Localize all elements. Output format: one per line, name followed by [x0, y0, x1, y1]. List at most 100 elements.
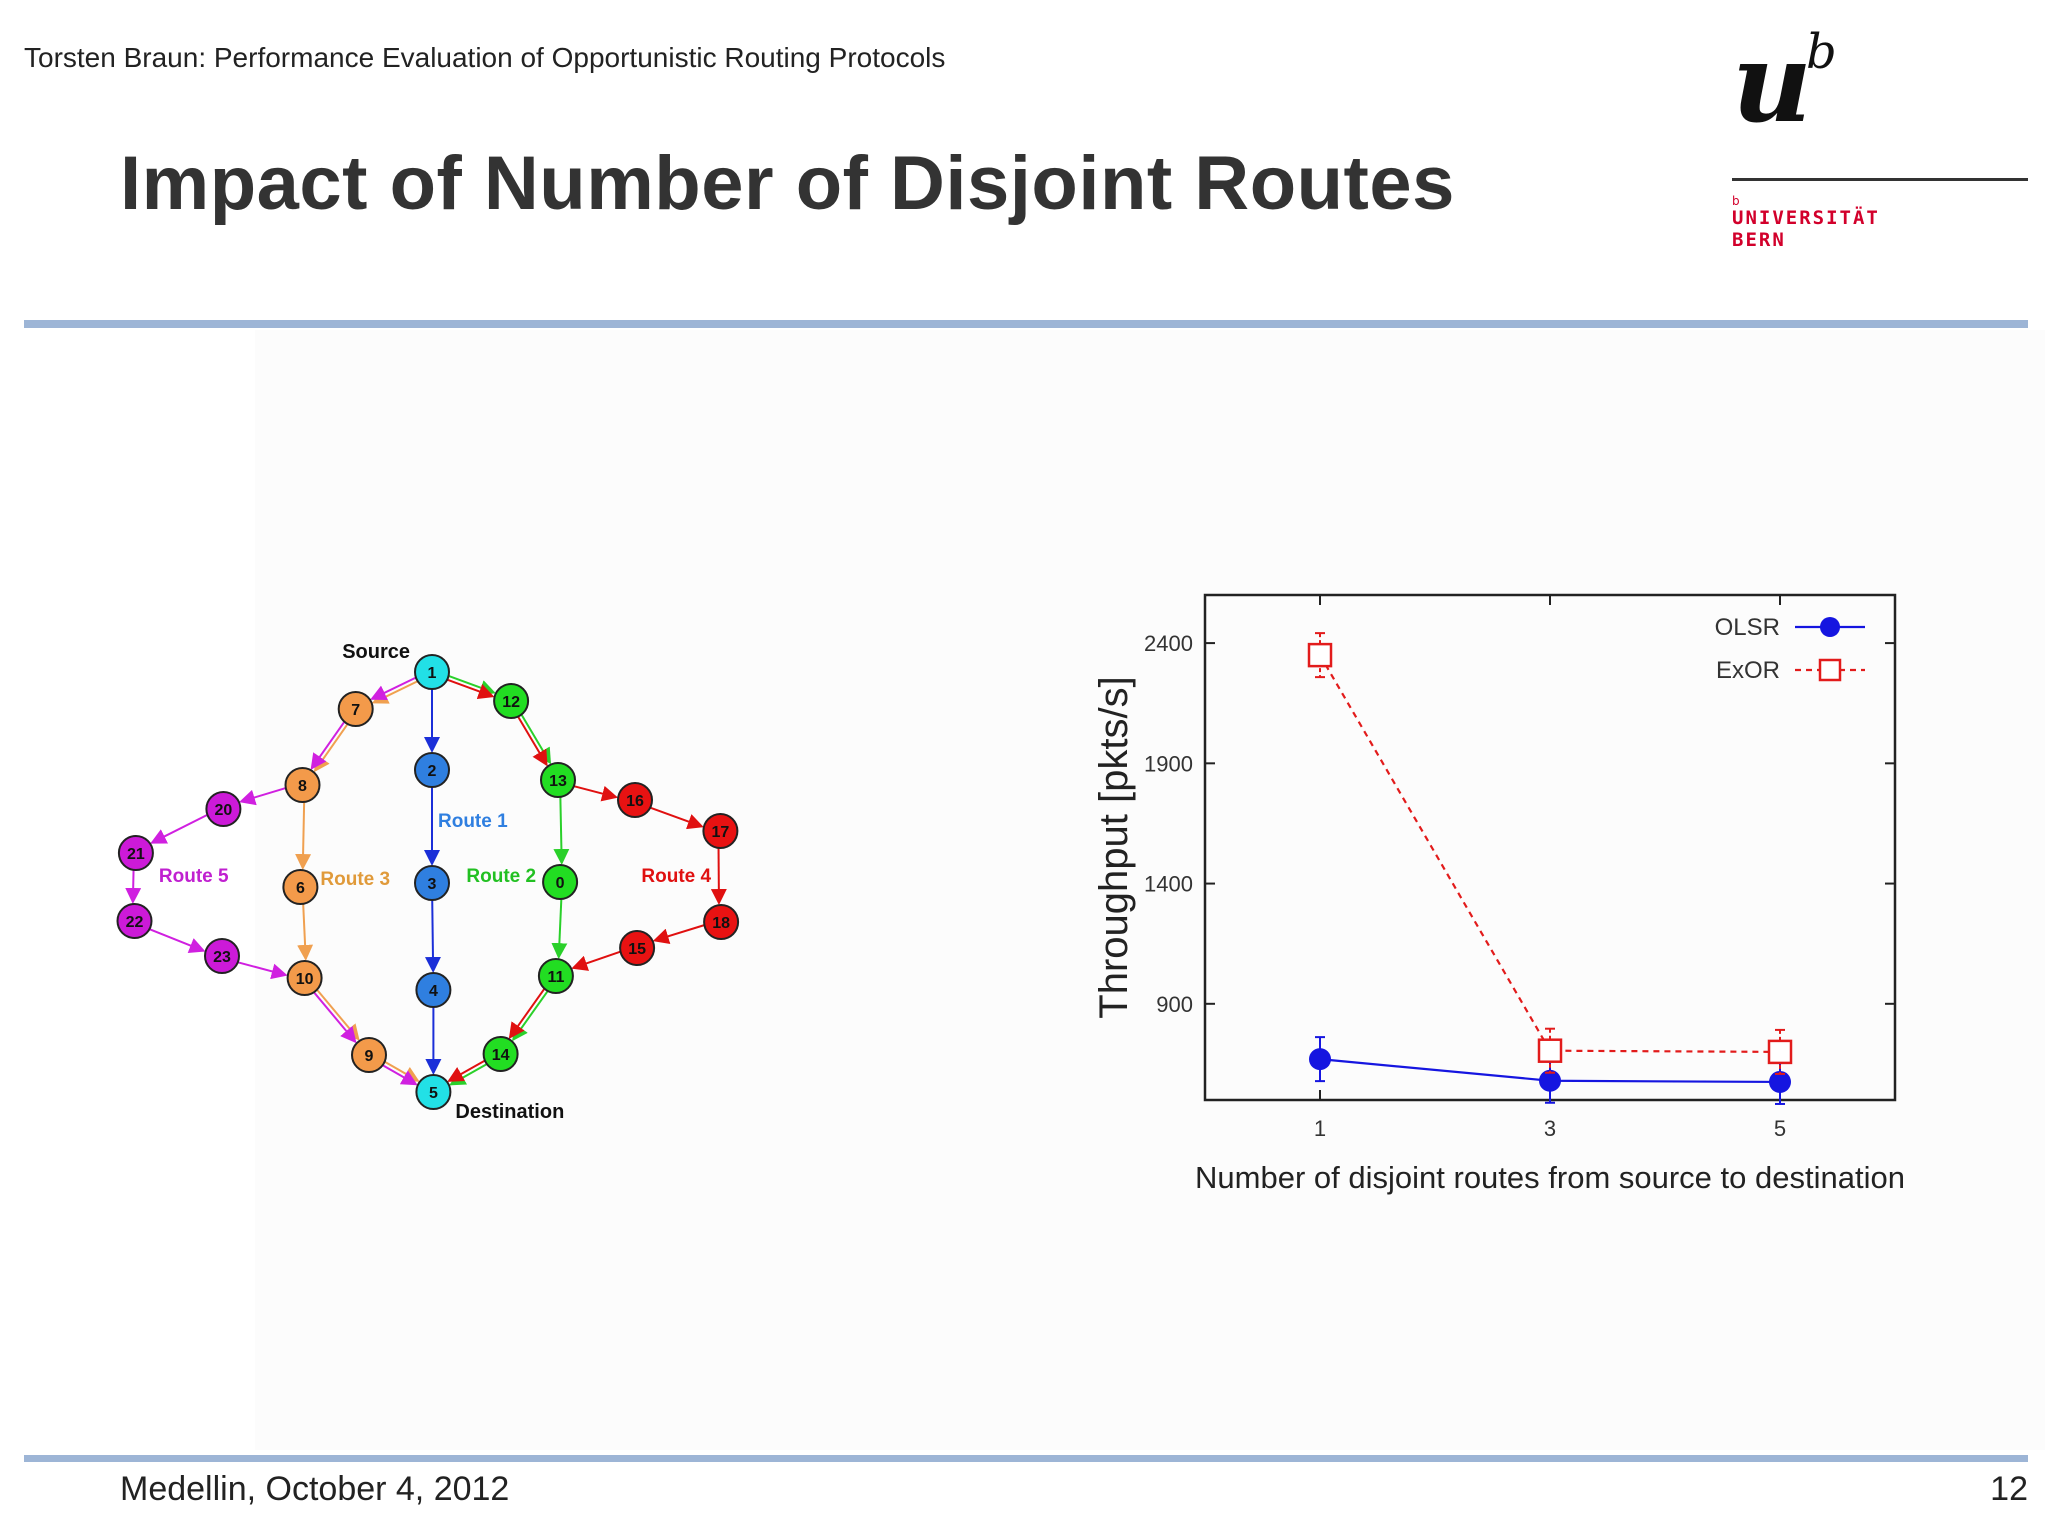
- series-line: [1319, 654, 1781, 1054]
- node-circle: [542, 864, 579, 900]
- legend-label: OLSR: [1715, 614, 1780, 641]
- logo-superscript: b: [1806, 24, 1837, 80]
- edge-13-16-red: [573, 785, 619, 802]
- edge-23-10-purple: [237, 961, 288, 980]
- node-circle: [205, 791, 242, 827]
- network-edges: [125, 675, 727, 1086]
- route-2-label: Route 2: [466, 866, 536, 887]
- edge-22-23-purple: [149, 928, 206, 954]
- edge-8-20-purple: [239, 787, 286, 806]
- logo-letter: u: [1732, 18, 1812, 147]
- node-12: 12: [493, 683, 530, 719]
- legend-label: ExOR: [1716, 657, 1780, 684]
- node-label: 11: [547, 969, 564, 986]
- node-0: 0: [542, 864, 579, 900]
- node-2: 2: [414, 752, 450, 788]
- node-label: 4: [429, 983, 438, 1000]
- edge-0-11-green: [551, 899, 568, 960]
- edge-9-5-purple: [382, 1064, 418, 1086]
- node-circle: [337, 691, 374, 727]
- node-label: 17: [712, 824, 730, 841]
- edge-8-6-orange: [295, 802, 312, 871]
- edge-12-13-red: [517, 716, 548, 767]
- edge-14-5-red: [447, 1059, 486, 1082]
- y-tick-label: 1400: [1144, 872, 1193, 897]
- node-7: 7: [337, 691, 374, 727]
- logo-wordmark: UNIVERSITÄT BERN: [1732, 207, 1880, 252]
- node-17: 17: [702, 813, 739, 849]
- node-circle: [204, 938, 240, 974]
- edge-14-5-green: [449, 1063, 488, 1086]
- legend-marker: [1818, 658, 1842, 682]
- data-point: [1767, 1039, 1793, 1065]
- node-5: 5: [415, 1074, 452, 1110]
- node-circle: [117, 835, 154, 871]
- x-tick-label: 5: [1774, 1116, 1786, 1141]
- node-1: 1: [414, 654, 450, 690]
- node-circle: [414, 654, 450, 690]
- footer-date: Medellin, October 4, 2012: [120, 1470, 510, 1508]
- edge-7-8-purple: [310, 721, 346, 770]
- route-1-label: Route 1: [438, 811, 508, 832]
- x-axis-label: Number of disjoint routes from source to…: [1195, 1160, 1905, 1195]
- node-label: 18: [712, 915, 730, 932]
- node-21: 21: [117, 835, 154, 871]
- edge-15-11-red: [571, 950, 621, 971]
- node-circle: [415, 972, 452, 1008]
- edge-18-15-red: [652, 924, 705, 944]
- edge-12-13-green: [520, 714, 552, 765]
- node-6: 6: [282, 869, 319, 905]
- node-22: 22: [116, 903, 153, 939]
- node-circle: [415, 1074, 452, 1110]
- node-13: 13: [540, 762, 576, 798]
- destination-label: Destination: [455, 1101, 564, 1123]
- node-11: 11: [537, 958, 574, 994]
- page-title: Impact of Number of Disjoint Routes: [120, 141, 1455, 226]
- node-label: 12: [502, 694, 520, 711]
- node-label: 13: [549, 773, 567, 790]
- x-tick-label: 1: [1314, 1116, 1326, 1141]
- node-circle: [414, 865, 450, 901]
- university-logo: u b b UNIVERSITÄT BERN: [1730, 18, 2030, 258]
- node-label: 7: [351, 702, 360, 719]
- route-4-label: Route 4: [641, 866, 711, 887]
- route-3-label: Route 3: [320, 869, 390, 890]
- edge-11-14-green: [512, 990, 549, 1042]
- edge-10-9-orange: [316, 989, 360, 1041]
- edge-11-14-red: [508, 988, 546, 1039]
- y-tick-label: 2400: [1144, 631, 1193, 656]
- chart-plot: 900 1400 1900 2400 1 3 5 Number of disjoint rou…: [1092, 593, 1905, 1195]
- node-15: 15: [619, 930, 656, 966]
- edge-9-5-orange: [384, 1060, 420, 1082]
- logo-line2: BERN: [1732, 228, 1786, 251]
- node-label: 20: [215, 802, 233, 819]
- node-circle: [414, 752, 450, 788]
- node-circle: [617, 782, 653, 818]
- node-label: 1: [428, 665, 437, 682]
- logo-line1: UNIVERSITÄT: [1732, 207, 1880, 229]
- node-8: 8: [284, 767, 321, 803]
- node-circle: [619, 930, 656, 966]
- node-14: 14: [482, 1036, 519, 1072]
- node-4: 4: [415, 972, 452, 1008]
- node-3: 3: [414, 865, 450, 901]
- node-label: 21: [127, 846, 145, 863]
- node-label: 14: [492, 1047, 510, 1064]
- page-number: 12: [1990, 1470, 2028, 1508]
- y-tick-label: 900: [1156, 992, 1193, 1017]
- node-circle: [282, 869, 319, 905]
- node-label: 15: [628, 941, 646, 958]
- node-16: 16: [617, 782, 653, 818]
- data-point: [1309, 1048, 1331, 1071]
- node-label: 23: [213, 949, 231, 966]
- node-circle: [703, 904, 740, 940]
- y-tick-label: 1900: [1144, 751, 1193, 776]
- node-circle: [286, 960, 323, 996]
- edge-7-8-orange: [313, 723, 349, 773]
- node-circle: [116, 903, 153, 939]
- edge-3-4-blue: [424, 899, 441, 974]
- node-label: 8: [298, 778, 307, 795]
- node-circle: [351, 1037, 387, 1073]
